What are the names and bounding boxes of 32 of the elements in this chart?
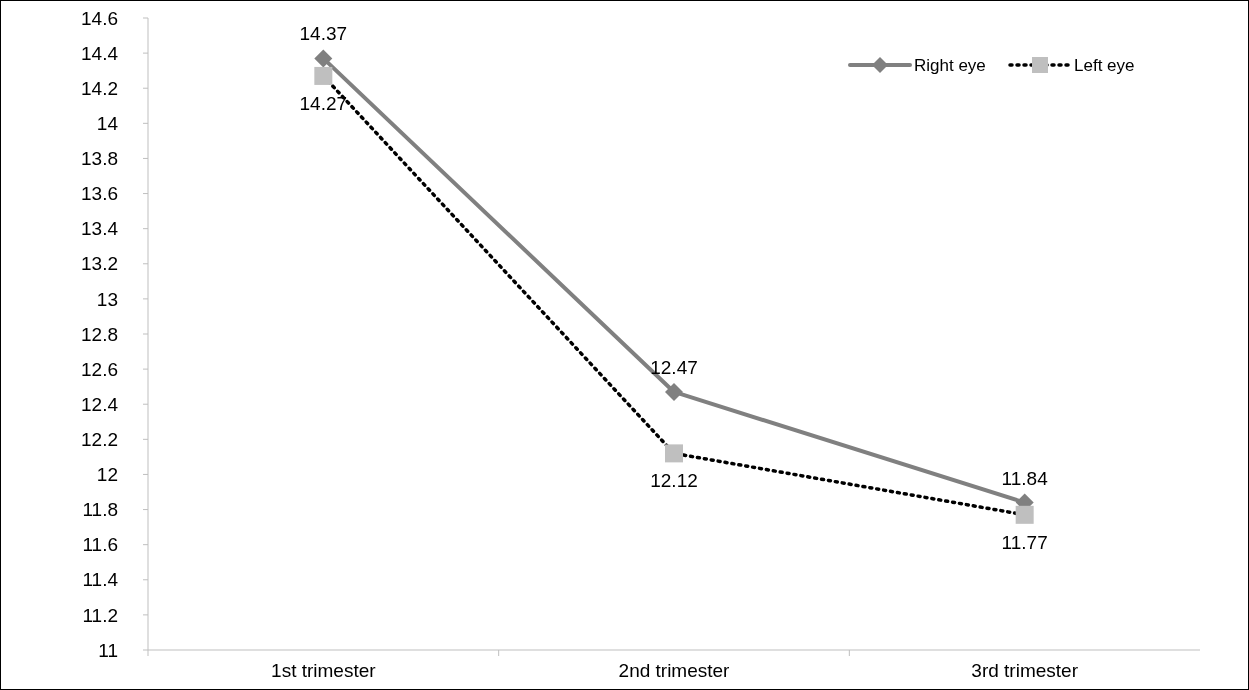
y-tick-label: 13.4 xyxy=(81,218,119,240)
y-tick-label: 11.2 xyxy=(82,604,118,626)
data-label: 11.84 xyxy=(1001,467,1049,489)
y-tick-label: 11.8 xyxy=(82,499,118,521)
data-label: 11.77 xyxy=(1001,531,1048,553)
point xyxy=(314,49,333,68)
y-tick-label: 11 xyxy=(98,639,118,661)
y-tick-label: 13.6 xyxy=(81,183,118,205)
y-tick-label: 12.2 xyxy=(81,428,118,450)
y-tick-label: 12 xyxy=(96,464,118,486)
y-tick-label: 12.4 xyxy=(81,393,119,415)
data-label: 14.37 xyxy=(299,23,348,45)
y-tick-label: 13.8 xyxy=(81,148,118,170)
legend-label: Left eye xyxy=(1074,55,1135,75)
y-tick-label: 12.6 xyxy=(81,358,118,380)
y-tick-label: 13 xyxy=(96,288,118,310)
data-label: 14.27 xyxy=(299,92,348,114)
y-tick-label: 13.2 xyxy=(81,253,118,275)
y-tick-label: 11.4 xyxy=(82,569,119,591)
y-tick-label: 14.2 xyxy=(81,77,118,99)
x-tick-label: 2nd trimester xyxy=(618,660,731,682)
legend-label: Right eye xyxy=(914,55,986,75)
y-tick-label: 14.4 xyxy=(81,42,119,64)
data-label: 12.47 xyxy=(650,356,698,378)
data-label: 12.12 xyxy=(650,470,698,492)
y-tick-label: 14.6 xyxy=(81,7,118,29)
x-tick-label: 1st trimester xyxy=(271,660,377,682)
y-tick-label: 11.6 xyxy=(82,534,118,556)
point xyxy=(665,382,683,401)
x-tick-label: 3rd trimester xyxy=(971,660,1079,682)
y-tick-label: 14 xyxy=(96,112,119,134)
y-tick-label: 12.8 xyxy=(81,323,118,345)
